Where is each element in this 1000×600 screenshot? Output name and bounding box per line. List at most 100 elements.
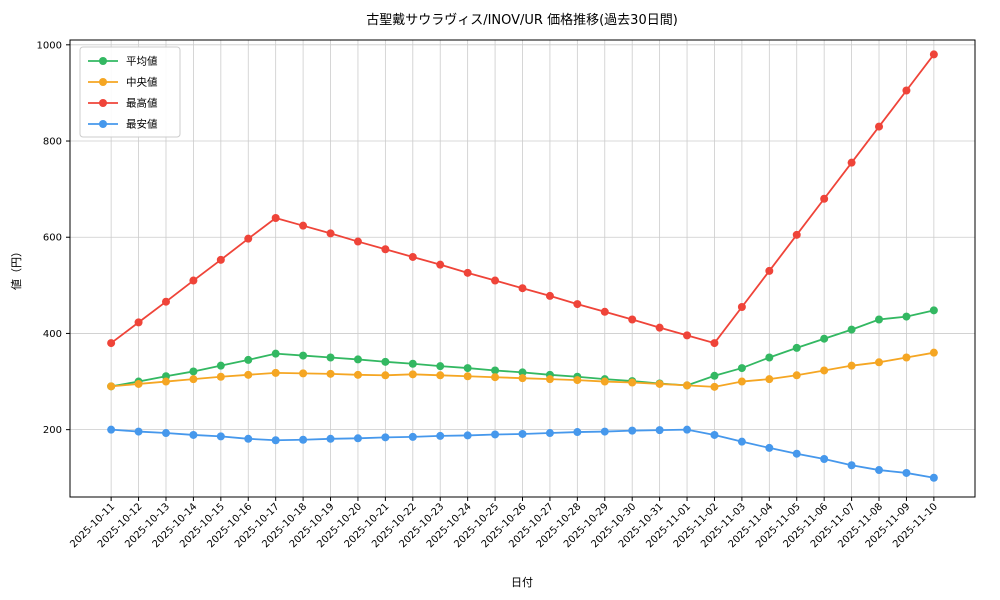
series-3-point [326, 434, 335, 443]
series-0-point [408, 359, 417, 368]
series-0-point [353, 355, 362, 364]
series-0-point [463, 364, 472, 373]
series-2-point [189, 276, 198, 285]
series-2-point [820, 194, 829, 203]
series-1-point [244, 370, 253, 379]
series-3-point [847, 461, 856, 470]
series-3-point [271, 436, 280, 445]
series-3-point [299, 435, 308, 444]
legend-marker [99, 78, 107, 86]
series-2-point [875, 122, 884, 131]
legend-box [79, 46, 181, 138]
series-2-point [299, 221, 308, 230]
series-3-point [628, 426, 637, 435]
series-1-point [765, 375, 774, 384]
series-1-point [737, 377, 746, 386]
legend-label: 最高値 [126, 97, 158, 110]
series-0-point [299, 351, 308, 360]
series-1-point [820, 366, 829, 375]
series-1-point [216, 372, 225, 381]
legend-marker [99, 99, 107, 107]
series-1-point [902, 353, 911, 362]
series-3-point [710, 430, 719, 439]
series-2-point [792, 230, 801, 239]
series-2-point [134, 318, 143, 327]
series-0-point [216, 361, 225, 370]
y-tick-label: 1000 [37, 40, 62, 51]
series-2-point [326, 229, 335, 238]
series-0-point [792, 343, 801, 352]
series-1-point [655, 379, 664, 388]
series-2-point [271, 213, 280, 222]
series-3-point [600, 427, 609, 436]
series-1-point [875, 358, 884, 367]
series-3-point [134, 427, 143, 436]
series-0-point [765, 353, 774, 362]
series-0-point [847, 325, 856, 334]
series-1-point [710, 382, 719, 391]
series-1-point [271, 368, 280, 377]
series-3-point [216, 432, 225, 441]
series-3-point [518, 429, 527, 438]
series-0-point [491, 366, 500, 375]
series-3-point [436, 431, 445, 440]
series-2-point [161, 297, 170, 306]
series-1-point [600, 377, 609, 386]
legend-label: 最安値 [126, 118, 158, 131]
x-axis-label: 日付 [511, 576, 533, 589]
series-3-point [463, 431, 472, 440]
series-1-point [545, 375, 554, 384]
series-3-point [545, 429, 554, 438]
series-2-point [847, 158, 856, 167]
series-1-point [929, 348, 938, 357]
chart-layers: 2025-10-112025-10-122025-10-132025-10-14… [37, 39, 976, 550]
series-1-point [847, 361, 856, 370]
legend-label: 中央値 [126, 76, 158, 89]
series-2-point [408, 252, 417, 261]
y-axis-label: 値（円） [10, 246, 23, 290]
series-3-point [655, 426, 664, 435]
y-tick-label: 400 [43, 329, 62, 340]
series-0-point [929, 306, 938, 315]
series-0-point [710, 371, 719, 380]
chart-title: 古聖戴サウラヴィス/INOV/UR 価格推移(過去30日間) [366, 12, 678, 28]
series-1-point [518, 374, 527, 383]
series-2-point [737, 302, 746, 311]
series-2-point [244, 234, 253, 243]
series-1-point [353, 370, 362, 379]
series-2-point [929, 50, 938, 59]
series-2-point [381, 245, 390, 254]
series-2-point [518, 284, 527, 293]
series-2-point [491, 276, 500, 285]
series-3-point [189, 430, 198, 439]
series-0-point [244, 355, 253, 364]
series-3-point [161, 429, 170, 438]
series-0-point [381, 357, 390, 366]
series-1-point [189, 375, 198, 384]
series-0-point [436, 362, 445, 371]
series-1-point [134, 379, 143, 388]
series-3-point [902, 468, 911, 477]
series-2-point [216, 255, 225, 264]
series-0-point [518, 368, 527, 377]
series-0-point [820, 334, 829, 343]
series-0-point [326, 353, 335, 362]
series-2-point [683, 331, 692, 340]
series-1-point [326, 369, 335, 378]
legend-marker [99, 57, 107, 65]
series-1-point [299, 369, 308, 378]
legend-marker [99, 120, 107, 128]
series-3-point [765, 443, 774, 452]
series-1-point [408, 370, 417, 379]
series-3-point [353, 434, 362, 443]
series-2-point [573, 300, 582, 309]
legend-label: 平均値 [126, 55, 158, 68]
series-3-point [491, 430, 500, 439]
series-0-point [189, 367, 198, 376]
series-2-point [655, 323, 664, 332]
series-1-point [628, 378, 637, 387]
series-1-point [463, 372, 472, 381]
y-tick-label: 600 [43, 233, 62, 244]
series-3-point [381, 433, 390, 442]
series-3-point [792, 449, 801, 458]
